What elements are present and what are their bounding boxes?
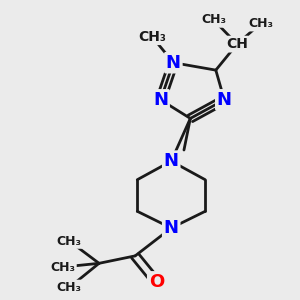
Text: N: N — [166, 54, 181, 72]
Text: N: N — [164, 152, 179, 170]
Text: CH₃: CH₃ — [57, 235, 82, 248]
Text: CH₃: CH₃ — [248, 17, 273, 30]
Text: N: N — [153, 91, 168, 109]
Text: CH₃: CH₃ — [50, 260, 76, 274]
Text: N: N — [217, 91, 232, 109]
Text: CH₃: CH₃ — [57, 281, 82, 294]
Text: CH: CH — [226, 37, 248, 51]
Text: O: O — [149, 273, 164, 291]
Text: N: N — [164, 219, 179, 237]
Text: CH₃: CH₃ — [138, 30, 166, 44]
Text: CH₃: CH₃ — [201, 14, 226, 26]
